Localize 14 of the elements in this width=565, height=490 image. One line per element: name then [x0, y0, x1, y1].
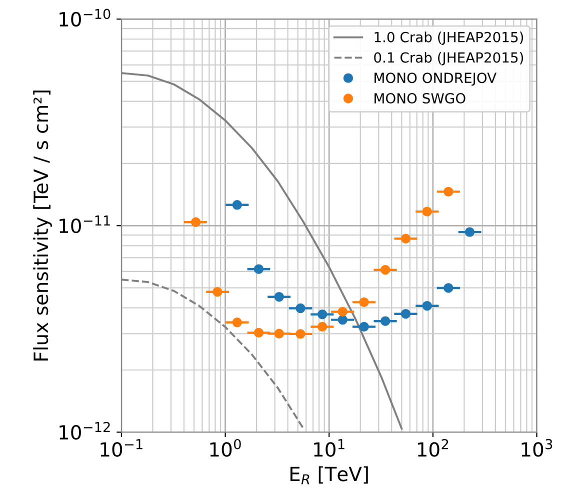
y-tick-label: 10$^{−12}$ — [60, 422, 110, 440]
x-axis-title: E$_{R}$ [TeV] — [290, 466, 368, 484]
legend-label: MONO ONDREJOV — [374, 72, 496, 86]
legend-label: MONO SWGO — [374, 93, 466, 104]
legend-label: 0.1 Crab (JHEAP2015) — [374, 52, 524, 66]
y-axis-title: Flux sensitivity [TeV / s cm²] — [33, 90, 52, 360]
x-tick-label: 10$^{2}$ — [418, 438, 448, 457]
x-tick-label: 10$^{−1}$ — [100, 439, 142, 457]
y-tick-label: 10$^{−11}$ — [60, 216, 110, 234]
x-tick-label: 10$^{3}$ — [522, 438, 552, 457]
legend-label: 1.0 Crab (JHEAP2015) — [374, 32, 524, 45]
x-tick-label: 10$^{1}$ — [314, 439, 344, 457]
y-tick-label: 10$^{−10}$ — [60, 8, 110, 27]
x-tick-label: 10$^{0}$ — [210, 438, 241, 457]
